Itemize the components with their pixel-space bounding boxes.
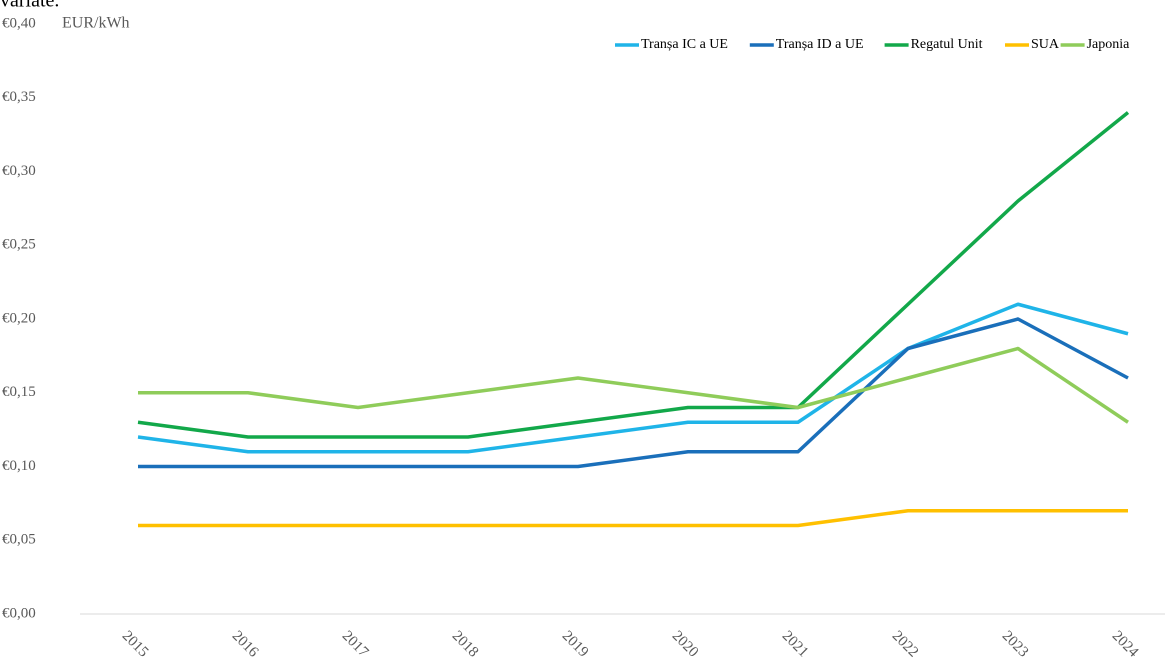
series-line (137, 302, 1129, 454)
legend-label: Regatul Unit (911, 37, 983, 52)
x-tick-label: 2020 (669, 628, 702, 659)
x-tick-label: 2019 (559, 628, 592, 659)
y-tick-label: €0,25 (2, 237, 36, 253)
series-line (137, 111, 1130, 439)
y-tick-label: €0,15 (2, 384, 36, 400)
series-line (138, 317, 1129, 469)
y-tick-label: €0,00 (2, 605, 36, 621)
legend-label: Japonia (1087, 37, 1131, 52)
legend: Tranșa IC a UE Tranșa ID a UE Regatul Unit… (615, 37, 1130, 52)
y-tick-label: €0,20 (2, 310, 36, 326)
y-tick-label: €0,30 (2, 163, 36, 179)
y-tick-label: €0,40 (2, 15, 36, 31)
y-tick-label: €0,10 (2, 458, 36, 474)
y-tick-label: €0,05 (2, 532, 36, 548)
x-tick-label: 2015 (119, 628, 152, 659)
legend-label: Tranșa IC a UE (641, 37, 728, 52)
x-tick-label: 2016 (229, 628, 262, 659)
series-line (138, 509, 1128, 528)
x-tick-label: 2021 (779, 628, 812, 659)
x-tick-label: 2017 (339, 628, 372, 659)
y-axis-label: EUR/kWh (62, 15, 130, 32)
legend-label: SUA (1031, 37, 1060, 52)
x-tick-label: 2024 (1109, 628, 1142, 659)
x-tick-label: 2018 (449, 628, 482, 659)
x-tick-label: 2022 (889, 628, 922, 659)
legend-label: Tranșa ID a UE (776, 37, 864, 52)
series-line (138, 346, 1129, 424)
y-tick-label: €0,35 (2, 89, 36, 105)
caption: variate. (0, 0, 59, 12)
x-tick-label: 2023 (999, 628, 1032, 659)
